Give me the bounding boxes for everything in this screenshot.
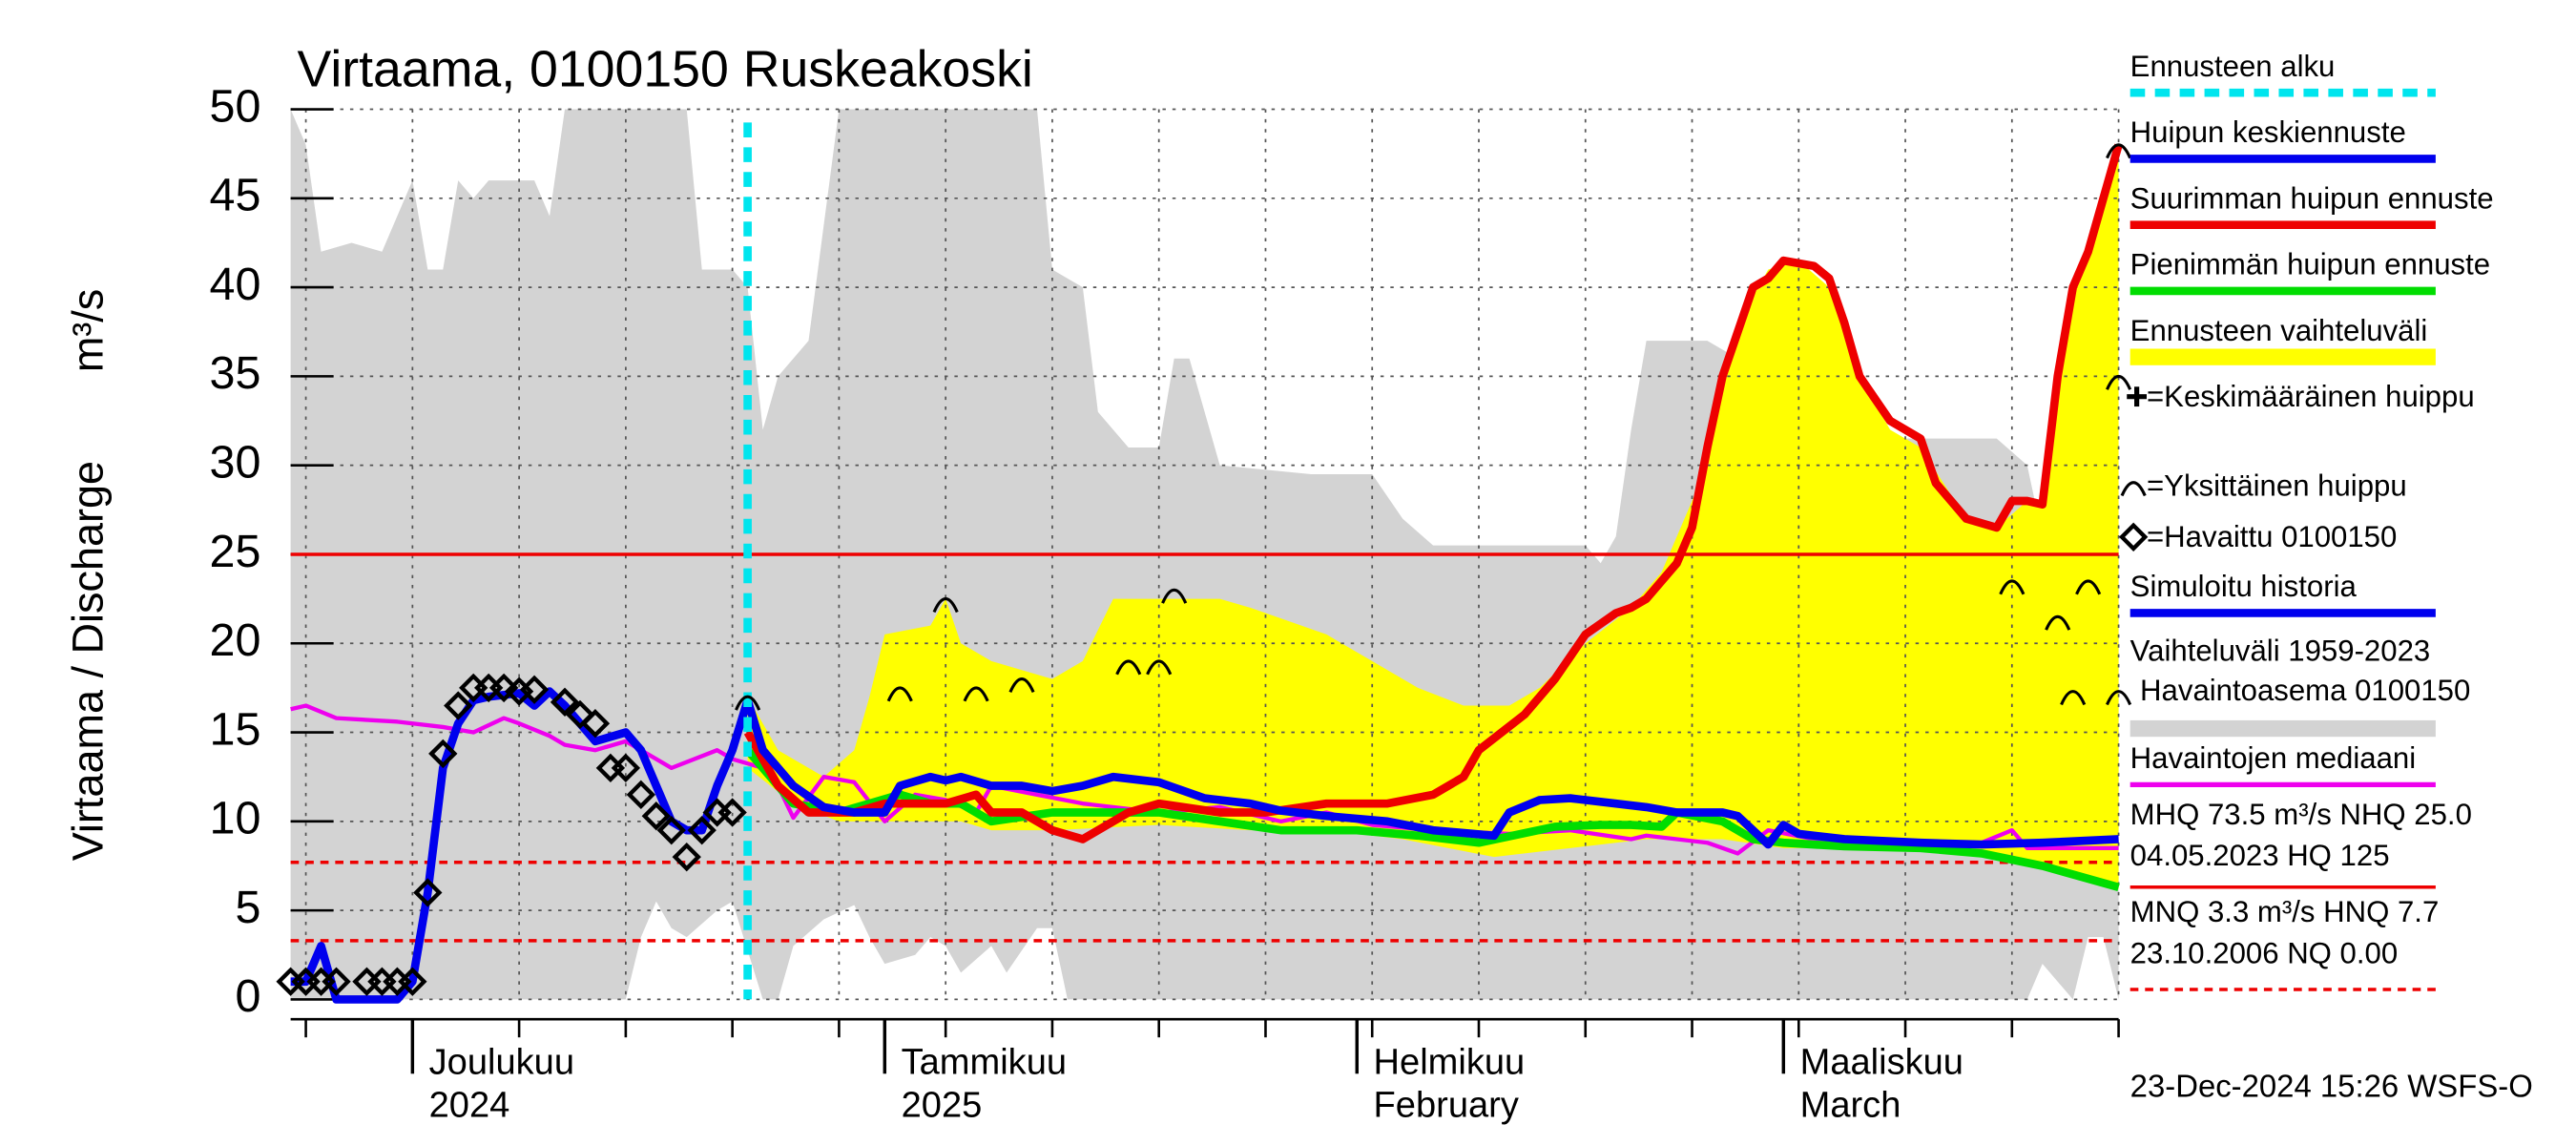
peak-marker <box>2106 374 2132 390</box>
legend-label: Ennusteen vaihteluväli <box>2130 314 2428 347</box>
peak-marker <box>2045 614 2071 631</box>
peak-marker <box>735 695 761 711</box>
y-tick-label: 50 <box>210 80 261 132</box>
legend-swatch <box>2129 348 2436 365</box>
observed-point <box>656 815 686 845</box>
y-tick-label: 5 <box>236 882 261 933</box>
peak-marker <box>963 686 989 702</box>
legend-label: Suurimman huipun ennuste <box>2130 181 2494 215</box>
peak-marker <box>2060 690 2087 706</box>
legend-label: =Yksittäinen huippu <box>2147 469 2407 503</box>
y-tick-label: 45 <box>210 170 261 221</box>
legend-label: Havaintojen mediaani <box>2130 741 2417 775</box>
legend-label: Vaihteluväli 1959-2023 <box>2130 635 2431 668</box>
legend-label: Pienimmän huipun ennuste <box>2130 248 2490 281</box>
observed-point <box>398 967 427 996</box>
peak-marker <box>886 686 913 702</box>
x-tick-label: Helmikuu <box>1374 1042 1526 1082</box>
band-area <box>747 144 2119 889</box>
observed-point <box>428 739 458 769</box>
observed-point <box>672 842 701 872</box>
observed-point <box>444 691 473 720</box>
peak-marker <box>1115 659 1142 676</box>
y-tick-label: 0 <box>236 970 261 1022</box>
observed-point <box>413 878 443 907</box>
y-tick-label: 10 <box>210 793 261 844</box>
y-tick-label: 20 <box>210 614 261 666</box>
peak-marker <box>932 597 959 614</box>
observed-point <box>687 815 717 845</box>
y-tick-label: 40 <box>210 259 261 310</box>
series-line <box>744 747 2120 892</box>
observed-point <box>488 673 519 703</box>
observed-point <box>717 798 747 827</box>
peak-marker <box>1146 659 1173 676</box>
series-line <box>743 698 2119 849</box>
x-tick-sublabel: March <box>1800 1085 1901 1125</box>
y-tick-label: 15 <box>210 703 261 755</box>
legend-swatch <box>2129 719 2436 738</box>
series-line <box>290 687 752 1004</box>
legend-label: Simuloitu historia <box>2130 570 2358 603</box>
x-tick-label: Tammikuu <box>902 1042 1067 1082</box>
legend-label: =Keskimääräinen huippu <box>2147 380 2475 413</box>
legend-label: Havaintoasema 0100150 <box>2140 674 2470 707</box>
observed-point <box>611 753 641 783</box>
legend-label: Ennusteen alku <box>2130 50 2336 83</box>
stats-text: 04.05.2023 HQ 125 <box>2130 839 2390 872</box>
chart-title: Virtaama, 0100150 Ruskeakoski <box>298 40 1033 97</box>
legend-label: =Havaittu 0100150 <box>2147 520 2397 553</box>
observed-point <box>626 780 656 810</box>
legend-symbol <box>2118 522 2149 552</box>
plot-area <box>276 108 2132 1074</box>
peak-marker <box>1008 677 1035 694</box>
observed-point <box>580 709 611 739</box>
x-tick-label: Joulukuu <box>429 1042 574 1082</box>
observed-point <box>322 967 351 996</box>
y-axis-label: Virtaama / Discharge <box>63 461 112 861</box>
observed-point <box>641 802 671 831</box>
x-tick-label: Maaliskuu <box>1800 1042 1963 1082</box>
peak-marker <box>1161 588 1188 604</box>
x-tick-sublabel: 2024 <box>429 1085 510 1125</box>
legend-label: Huipun keskiennuste <box>2130 115 2406 149</box>
y-tick-label: 35 <box>210 347 261 399</box>
y-axis-unit: m³/s <box>63 289 112 372</box>
x-tick-sublabel: February <box>1374 1085 1519 1125</box>
timestamp: 23-Dec-2024 15:26 WSFS-O <box>2130 1069 2533 1104</box>
stats-text: 23.10.2006 NQ 0.00 <box>2130 936 2398 969</box>
peak-marker <box>2106 143 2132 159</box>
peak-marker <box>1999 579 2025 595</box>
x-tick-sublabel: 2025 <box>902 1085 983 1125</box>
peak-marker <box>2106 690 2132 706</box>
peak-marker <box>2075 579 2102 595</box>
legend-symbol <box>2120 481 2147 497</box>
stats-text: MNQ 3.3 m³/s HNQ 7.7 <box>2130 895 2440 928</box>
y-tick-label: 25 <box>210 526 261 577</box>
y-tick-label: 30 <box>210 436 261 488</box>
observed-point <box>565 699 595 730</box>
stats-text: MHQ 73.5 m³/s NHQ 25.0 <box>2130 798 2472 831</box>
series-line <box>743 143 2123 843</box>
observed-point <box>550 687 580 717</box>
observed-point <box>519 675 550 704</box>
